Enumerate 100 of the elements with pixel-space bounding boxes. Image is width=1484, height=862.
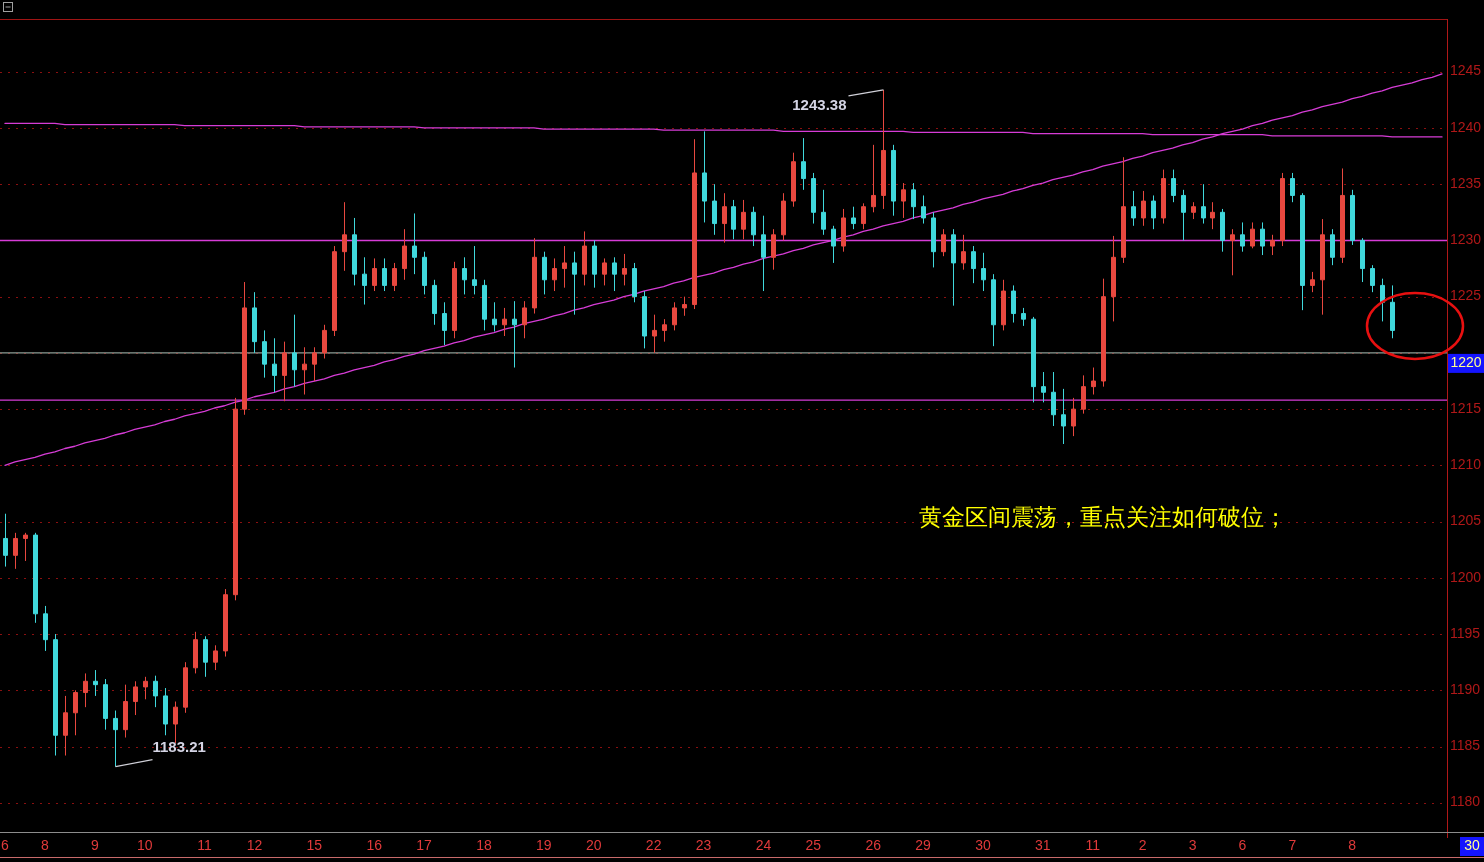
candlestick: [811, 172, 816, 225]
candlestick: [731, 199, 736, 240]
candlestick: [1201, 183, 1206, 225]
y-tick-label: 1180: [1450, 793, 1481, 810]
candlestick: [821, 189, 826, 236]
candlestick: [13, 532, 18, 570]
candlestick: [282, 341, 287, 402]
y-tick-label: 1215: [1450, 399, 1482, 416]
candlestick: [801, 137, 806, 191]
candlestick: [143, 676, 148, 700]
x-tick-label: 19: [536, 836, 552, 853]
candlestick: [432, 279, 437, 326]
candlestick: [252, 291, 257, 354]
candlestick: [442, 301, 447, 346]
candlestick: [1370, 264, 1375, 293]
candlestick: [961, 234, 966, 271]
candlestick: [43, 605, 48, 652]
candlestick: [113, 710, 118, 768]
candlestick: [851, 206, 856, 230]
candlestick: [991, 273, 996, 347]
y-tick-label: 1245: [1450, 62, 1482, 79]
candlestick: [1071, 397, 1076, 437]
candlestick: [761, 215, 766, 292]
candlestick: [1320, 218, 1325, 316]
candlestick: [911, 182, 916, 220]
candlestick: [971, 245, 976, 284]
candlestick: [1210, 201, 1215, 230]
annotation: 1243.38: [792, 95, 847, 113]
candlestick: [422, 251, 427, 295]
x-tick-label: 26: [865, 836, 882, 853]
x-tick-label: 2: [1138, 836, 1147, 853]
candlestick: [362, 256, 367, 306]
candlestick: [1280, 172, 1285, 247]
candlestick: [123, 684, 128, 739]
x-tick-label: 12: [246, 836, 263, 853]
candlestick: [612, 256, 617, 292]
candlestick: [542, 251, 547, 295]
candlestick: [512, 300, 517, 369]
candlestick: [672, 301, 677, 331]
candlestick: [1191, 201, 1196, 220]
candlestick: [173, 701, 178, 744]
y-tick-label: 1225: [1450, 287, 1482, 304]
candlestick: [981, 252, 986, 292]
candlestick: [951, 228, 956, 307]
y-tick-label: 1240: [1450, 118, 1482, 135]
x-tick-label: 11: [197, 836, 213, 853]
annotation: 1183.21: [152, 737, 206, 755]
candlestick: [861, 202, 866, 230]
candlestick: [33, 532, 38, 624]
candlestick: [342, 201, 347, 272]
candlestick: [1350, 189, 1355, 246]
candlestick: [1220, 208, 1225, 253]
annotation: 黄金区间震荡，重点关注如何破位；: [919, 503, 1287, 530]
candlestick: [332, 245, 337, 337]
candlestick: [722, 192, 727, 244]
candlestick: [1011, 284, 1016, 324]
candlestick: [1310, 271, 1315, 293]
candlestick: [841, 208, 846, 253]
y-tick-label: 1185: [1450, 737, 1481, 754]
candlestick: [1111, 235, 1116, 322]
x-tick-label: 6: [1238, 836, 1247, 853]
candlestick: [482, 279, 487, 331]
candlestick: [302, 346, 307, 396]
candlestick: [233, 397, 238, 601]
y-tick-label: 1200: [1450, 568, 1482, 585]
candlestick: [552, 257, 557, 292]
x-tick-label: 17: [416, 836, 433, 853]
candlestick: [203, 635, 208, 678]
candlestick: [632, 262, 637, 303]
candlestick: [692, 138, 697, 310]
candlestick: [562, 245, 567, 289]
y-tick-label: 1210: [1450, 456, 1482, 473]
candlestick: [103, 678, 108, 731]
candlestick: [921, 194, 926, 225]
x-tick-label: 8: [41, 836, 50, 853]
x-tick-label: 3: [1188, 836, 1197, 853]
candlestick: [702, 130, 707, 223]
candlestick: [652, 314, 657, 354]
candlestick: [1300, 192, 1305, 311]
y-tick-label: 1195: [1450, 624, 1481, 641]
candlestick: [1151, 194, 1156, 230]
candlestick: [602, 257, 607, 286]
candlestick: [382, 257, 387, 292]
candlestick: [682, 296, 687, 317]
candlestick: [1131, 190, 1136, 227]
candlestick: [242, 281, 247, 416]
candlestick: [1081, 374, 1086, 415]
candlestick: [791, 152, 796, 208]
candlestick: [193, 631, 198, 674]
candlestick: [941, 228, 946, 257]
candlestick: [502, 307, 507, 337]
candlestick: [891, 144, 896, 217]
candlestick: [53, 633, 58, 757]
candlestick: [901, 182, 906, 219]
candlestick: [213, 644, 218, 671]
candlestick: [1230, 228, 1235, 276]
candlestick: [133, 680, 138, 716]
candlestick: [871, 144, 876, 213]
candlestick: [1101, 278, 1106, 388]
x-tick-label: 11: [1085, 836, 1101, 853]
